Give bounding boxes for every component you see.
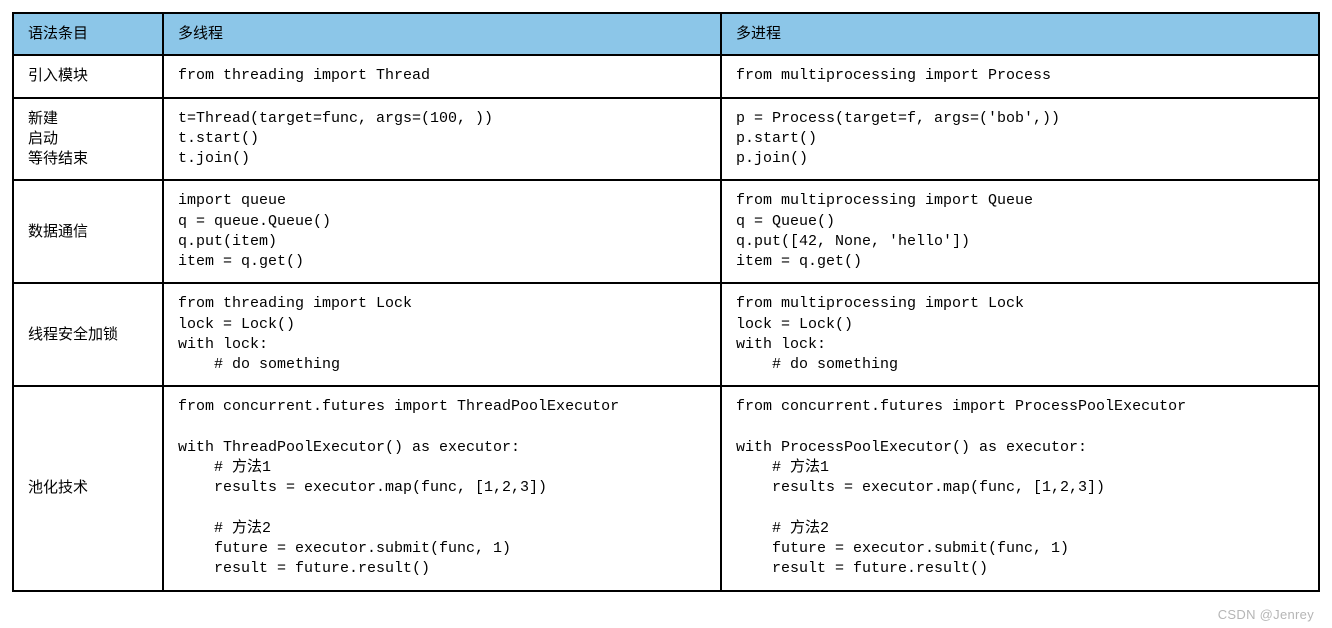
row-thread-code: from threading import Thread	[163, 55, 721, 97]
table-row: 新建 启动 等待结束 t=Thread(target=func, args=(1…	[13, 98, 1319, 181]
row-thread-code: from concurrent.futures import ThreadPoo…	[163, 386, 721, 590]
table-row: 数据通信 import queue q = queue.Queue() q.pu…	[13, 180, 1319, 283]
table-header-row: 语法条目 多线程 多进程	[13, 13, 1319, 55]
row-thread-code: t=Thread(target=func, args=(100, )) t.st…	[163, 98, 721, 181]
row-process-code: from multiprocessing import Process	[721, 55, 1319, 97]
row-thread-code: import queue q = queue.Queue() q.put(ite…	[163, 180, 721, 283]
row-process-code: from multiprocessing import Queue q = Qu…	[721, 180, 1319, 283]
row-process-code: from concurrent.futures import ProcessPo…	[721, 386, 1319, 590]
table-row: 线程安全加锁 from threading import Lock lock =…	[13, 283, 1319, 386]
row-process-code: p = Process(target=f, args=('bob',)) p.s…	[721, 98, 1319, 181]
watermark-text: CSDN @Jenrey	[1218, 607, 1314, 622]
comparison-table: 语法条目 多线程 多进程 引入模块 from threading import …	[12, 12, 1320, 592]
row-label: 数据通信	[13, 180, 163, 283]
row-label: 池化技术	[13, 386, 163, 590]
row-thread-code: from threading import Lock lock = Lock()…	[163, 283, 721, 386]
row-label: 线程安全加锁	[13, 283, 163, 386]
col-header-syntax: 语法条目	[13, 13, 163, 55]
table-row: 池化技术 from concurrent.futures import Thre…	[13, 386, 1319, 590]
col-header-thread: 多线程	[163, 13, 721, 55]
col-header-process: 多进程	[721, 13, 1319, 55]
table-row: 引入模块 from threading import Thread from m…	[13, 55, 1319, 97]
row-label: 新建 启动 等待结束	[13, 98, 163, 181]
row-process-code: from multiprocessing import Lock lock = …	[721, 283, 1319, 386]
row-label: 引入模块	[13, 55, 163, 97]
